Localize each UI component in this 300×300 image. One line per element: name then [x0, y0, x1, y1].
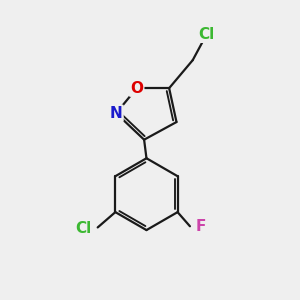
- Text: O: O: [130, 81, 143, 96]
- Text: N: N: [110, 106, 122, 121]
- Text: F: F: [195, 219, 206, 234]
- Text: Cl: Cl: [75, 220, 91, 236]
- Text: Cl: Cl: [199, 27, 215, 42]
